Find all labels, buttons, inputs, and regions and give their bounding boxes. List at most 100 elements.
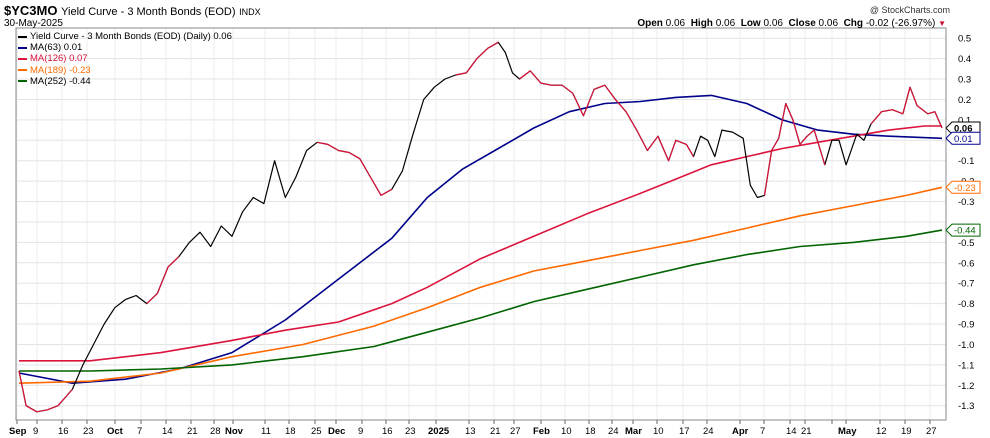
last-value-tag-label: -0.44: [954, 226, 976, 237]
legend-swatch: [18, 80, 27, 83]
x-tick-label: 17: [679, 426, 690, 437]
y-tick-label: -1.1: [958, 360, 974, 371]
y-tick-label: -0.8: [958, 299, 974, 310]
x-tick-label: 14: [162, 426, 173, 437]
last-value-tags: 0.060.01 -0.23 -0.44: [945, 121, 981, 237]
series-layer: [18, 41, 943, 413]
chart-title: $YC3MO Yield Curve - 3 Month Bonds (EOD)…: [4, 3, 261, 18]
x-tick-label: 18: [285, 426, 296, 437]
close-label: Close: [788, 18, 816, 29]
price-down-segment: [317, 141, 393, 196]
series-line-ma-126[interactable]: [19, 125, 942, 362]
open-label: Open: [637, 18, 663, 29]
y-tick-label: 0.2: [958, 95, 971, 106]
x-tick-label: 11: [261, 426, 271, 437]
series-line-ma-63[interactable]: [18, 94, 943, 384]
y-tick-label: -1.3: [958, 401, 974, 412]
x-tick-label: 25: [311, 426, 322, 437]
y-tick-label: 0.4: [958, 54, 971, 65]
legend-item-ma63[interactable]: MA(63) 0.01: [18, 42, 232, 53]
legend-label: Yield Curve - 3 Month Bonds (EOD) (Daily…: [30, 31, 232, 42]
y-tick-label: -1.0: [958, 340, 974, 351]
x-tick-label: Feb: [533, 426, 550, 437]
x-tick-label: 19: [901, 426, 912, 437]
x-tick-label: 9: [33, 426, 38, 437]
down-arrow-icon: ▼: [938, 19, 946, 28]
x-tick-label: 21: [801, 426, 812, 437]
price-down-segment: [870, 86, 943, 129]
last-value-tag: [945, 131, 981, 145]
legend-swatch: [18, 69, 27, 72]
y-tick-label: -0.7: [958, 279, 974, 290]
symbol-description: Yield Curve - 3 Month Bonds (EOD): [61, 6, 236, 18]
legend-item-ma126[interactable]: MA(126) 0.07: [18, 53, 232, 64]
series-line-ma-189[interactable]: [18, 186, 943, 384]
legend-swatch: [18, 46, 27, 49]
y-tick-label: -0.6: [958, 258, 974, 269]
x-tick-label: 12: [876, 426, 887, 437]
y-tick-label: -0.9: [958, 320, 974, 331]
x-tick-label: 10: [653, 426, 664, 437]
price-down-segment: [18, 370, 73, 413]
x-tick-label: 16: [382, 426, 393, 437]
open-value: 0.06: [665, 18, 686, 29]
price-down-segment: [519, 70, 695, 162]
x-tick-label: 27: [926, 426, 937, 437]
last-value-tag-label: 0.06: [954, 124, 973, 135]
x-tick-label: Dec: [328, 426, 345, 437]
legend-label: MA(126) 0.07: [30, 53, 88, 65]
chart-grid: [16, 28, 946, 420]
last-value-tag-label: -0.23: [954, 183, 976, 194]
x-tick-label: May: [838, 426, 857, 437]
last-value-tag-label: 0.01: [954, 134, 973, 145]
exchange: INDX: [239, 7, 261, 17]
brand-watermark: @ StockCharts.com: [869, 5, 950, 15]
legend-label: MA(189) -0.23: [30, 64, 91, 76]
last-value-tag: [945, 223, 981, 237]
x-tick-label: Oct: [107, 426, 124, 437]
series-line-ma-252[interactable]: [19, 229, 943, 372]
price-down-segment: [763, 102, 826, 196]
symbol: $YC3MO: [4, 3, 58, 18]
legend-item-ma252[interactable]: MA(252) -0.44: [18, 76, 232, 87]
legend-item-price[interactable]: Yield Curve - 3 Month Bonds (EOD) (Daily…: [18, 31, 232, 42]
x-tick-label: 10: [561, 426, 572, 437]
close-value: 0.06: [818, 18, 839, 29]
x-tick-label: 23: [83, 426, 94, 437]
series-line-yield-curve-3-month-bonds-eod-daily[interactable]: [18, 41, 943, 413]
x-tick-label: 24: [703, 426, 714, 437]
x-tick-label: 21: [187, 426, 198, 437]
x-tick-label: 24: [608, 426, 619, 437]
legend-swatch: [18, 35, 27, 38]
y-tick-label: -1.2: [958, 381, 974, 392]
x-tick-label: 16: [58, 426, 69, 437]
y-tick-label: 0.5: [958, 34, 971, 45]
y-tick-label: 0.1: [958, 115, 971, 126]
legend-label: MA(252) -0.44: [30, 75, 91, 87]
low-value: 0.06: [763, 18, 783, 29]
legend-swatch: [18, 58, 27, 60]
chg-label: Chg: [843, 18, 864, 29]
x-tick-label: 7: [760, 426, 765, 437]
plot-area-frame: [15, 27, 947, 421]
x-tick-label: Sep: [9, 426, 27, 437]
y-tick-label: -0.5: [958, 238, 974, 249]
y-tick-label: -0.1: [958, 156, 974, 167]
ohlc-readout: Open 0.06 High 0.06 Low 0.06 Close 0.06 …: [637, 18, 946, 29]
x-tick-label: 18: [585, 426, 596, 437]
x-tick-label: 23: [405, 426, 416, 437]
x-tick-label: Nov: [225, 426, 244, 437]
x-tick-label: 9: [358, 426, 363, 437]
chart-legend: Yield Curve - 3 Month Bonds (EOD) (Daily…: [18, 31, 232, 87]
y-tick-label: 0.3: [958, 75, 971, 86]
legend-item-ma189[interactable]: MA(189) -0.23: [18, 65, 232, 76]
y-tick-label: -0.3: [958, 197, 974, 208]
x-tick-label: Mar: [625, 426, 642, 437]
price-down-segment: [455, 41, 499, 76]
x-tick-label: 13: [465, 426, 476, 437]
x-tick-label: Apr: [732, 426, 749, 437]
last-value-tag: [945, 180, 981, 194]
chg-value: -0.02 (-26.97%): [865, 18, 936, 29]
x-tick-label: 21: [490, 426, 501, 437]
